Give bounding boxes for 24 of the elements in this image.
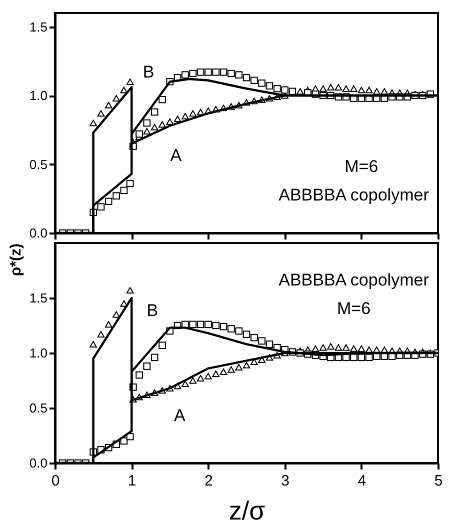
x-axis-title: z/σ xyxy=(228,496,266,523)
annotation: B xyxy=(142,62,154,82)
y-tick-label: 1.5 xyxy=(29,19,48,34)
annotation: M=6 xyxy=(336,299,371,318)
annotation: ABBBBA copolymer xyxy=(278,270,430,290)
x-tick-label: 1 xyxy=(128,472,136,490)
annotation: ABBBBA copolymer xyxy=(278,186,430,205)
y-tick-label: 0.5 xyxy=(29,400,48,416)
x-tick-label: 0 xyxy=(51,472,60,490)
y-tick-label: 0.0 xyxy=(29,456,48,470)
annotation: A xyxy=(170,146,182,165)
y-tick-label: 1.0 xyxy=(29,346,48,360)
y-tick-label: 1.0 xyxy=(29,88,48,103)
x-tick-label: 3 xyxy=(281,472,290,490)
x-tick-label: 2 xyxy=(204,472,213,490)
y-tick-label: 0.0 xyxy=(29,226,48,240)
annotation: B xyxy=(146,300,158,320)
y-tick-label: 1.5 xyxy=(29,290,48,306)
annotation: M=6 xyxy=(344,157,378,176)
x-tick-label: 4 xyxy=(358,472,366,490)
y-tick-label: 0.5 xyxy=(29,156,48,172)
y-axis-title: ρ*(z) xyxy=(7,243,24,276)
annotation: A xyxy=(174,406,186,425)
x-tick-label: 5 xyxy=(434,472,443,490)
